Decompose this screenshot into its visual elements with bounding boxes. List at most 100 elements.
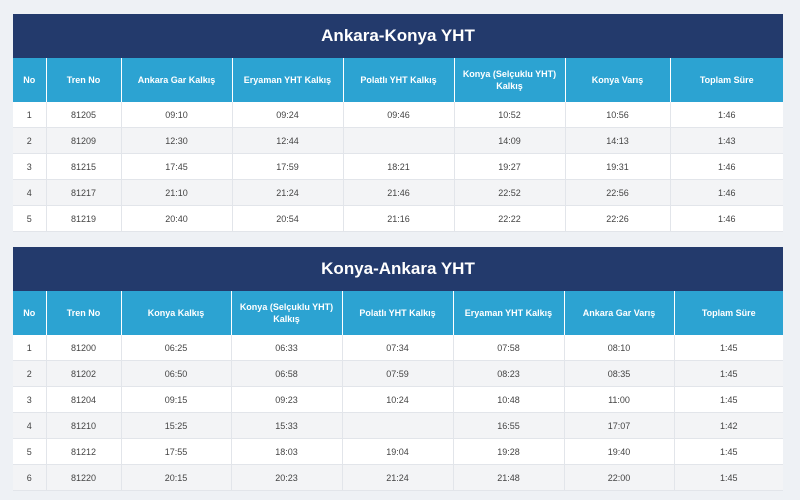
table-cell: 09:15 <box>121 386 232 413</box>
table-cell: 20:23 <box>231 464 343 491</box>
table-cell: 81204 <box>46 386 122 413</box>
table-cell: 21:24 <box>232 179 344 206</box>
table-cell: 5 <box>13 205 47 232</box>
table-cell: 1:45 <box>674 438 783 465</box>
table-cell: 20:54 <box>232 205 344 232</box>
table-cell: 17:45 <box>121 153 233 180</box>
header-row: No Tren No Ankara Gar Kalkış Eryaman YHT… <box>13 58 783 102</box>
table-cell: 19:04 <box>342 438 454 465</box>
table-cell: 3 <box>13 386 47 413</box>
table-cell: 21:48 <box>453 464 565 491</box>
section-title: Konya-Ankara YHT <box>13 247 783 291</box>
table-cell: 3 <box>13 153 47 180</box>
table-row: 5 81212 17:55 18:03 19:04 19:28 19:40 1:45 <box>13 438 783 465</box>
table-cell: 1 <box>13 335 47 361</box>
table-cell: 81209 <box>46 127 122 154</box>
table-cell: 19:28 <box>453 438 565 465</box>
table-cell: 17:55 <box>121 438 232 465</box>
table-cell: 81200 <box>46 335 122 361</box>
table-cell: 10:48 <box>453 386 565 413</box>
table-cell: 17:07 <box>564 412 675 439</box>
header-row: No Tren No Konya Kalkış Konya (Selçuklu … <box>13 291 783 335</box>
schedule-ankara-konya: Ankara-Konya YHT No Tren No Ankara Gar K… <box>13 14 783 232</box>
table-row: 6 81220 20:15 20:23 21:24 21:48 22:00 1:45 <box>13 464 783 491</box>
table-cell: 1:46 <box>670 153 783 180</box>
table-cell: 20:15 <box>121 464 232 491</box>
table-cell: 14:09 <box>454 127 566 154</box>
table-cell: 21:24 <box>342 464 454 491</box>
table-cell: 15:25 <box>121 412 232 439</box>
table-row: 1 81200 06:25 06:33 07:34 07:58 08:10 1:45 <box>13 335 783 361</box>
col-header-polatli-departure: Polatlı YHT Kalkış <box>343 58 455 102</box>
table-cell: 1:46 <box>670 205 783 232</box>
table-cell: 1:45 <box>674 335 783 361</box>
col-header-train-no: Tren No <box>46 58 122 102</box>
table-cell: 4 <box>13 412 47 439</box>
table-cell: 08:10 <box>564 335 675 361</box>
table-cell: 18:03 <box>231 438 343 465</box>
table-cell: 4 <box>13 179 47 206</box>
table-cell: 1:43 <box>670 127 783 154</box>
col-header-no: No <box>13 291 47 335</box>
col-header-konya-selcuklu-departure: Konya (Selçuklu YHT) Kalkış <box>231 291 343 335</box>
table-row: 4 81210 15:25 15:33 16:55 17:07 1:42 <box>13 412 783 439</box>
table-cell: 22:56 <box>565 179 671 206</box>
table-cell: 06:33 <box>231 335 343 361</box>
table-cell: 10:56 <box>565 102 671 128</box>
table-cell: 21:46 <box>343 179 455 206</box>
table-cell: 1:45 <box>674 360 783 387</box>
table-cell: 09:46 <box>343 102 455 128</box>
table-cell: 1:46 <box>670 179 783 206</box>
table-cell: 6 <box>13 464 47 491</box>
table-cell: 15:33 <box>231 412 343 439</box>
table-cell: 14:13 <box>565 127 671 154</box>
table-cell: 08:35 <box>564 360 675 387</box>
col-header-konya-arrival: Konya Varış <box>565 58 671 102</box>
table-cell: 19:31 <box>565 153 671 180</box>
table-cell: 19:27 <box>454 153 566 180</box>
schedule-table: No Tren No Ankara Gar Kalkış Eryaman YHT… <box>13 58 783 232</box>
table-cell: 81202 <box>46 360 122 387</box>
table-cell <box>343 127 455 154</box>
col-header-eryaman-departure: Eryaman YHT Kalkış <box>232 58 344 102</box>
table-row: 3 81215 17:45 17:59 18:21 19:27 19:31 1:46 <box>13 153 783 180</box>
table-cell: 81215 <box>46 153 122 180</box>
table-cell: 16:55 <box>453 412 565 439</box>
table-cell: 1 <box>13 102 47 128</box>
table-cell: 81220 <box>46 464 122 491</box>
table-cell: 07:59 <box>342 360 454 387</box>
table-cell: 12:30 <box>121 127 233 154</box>
table-row: 4 81217 21:10 21:24 21:46 22:52 22:56 1:46 <box>13 179 783 206</box>
table-cell: 06:50 <box>121 360 232 387</box>
col-header-eryaman-departure: Eryaman YHT Kalkış <box>453 291 565 335</box>
table-cell: 10:24 <box>342 386 454 413</box>
table-cell: 20:40 <box>121 205 233 232</box>
table-row: 3 81204 09:15 09:23 10:24 10:48 11:00 1:45 <box>13 386 783 413</box>
table-cell: 2 <box>13 127 47 154</box>
schedule-table: No Tren No Konya Kalkış Konya (Selçuklu … <box>13 291 783 491</box>
table-cell: 21:10 <box>121 179 233 206</box>
table-cell: 07:34 <box>342 335 454 361</box>
table-cell: 08:23 <box>453 360 565 387</box>
col-header-konya-departure: Konya Kalkış <box>121 291 232 335</box>
col-header-no: No <box>13 58 47 102</box>
table-cell: 1:45 <box>674 386 783 413</box>
col-header-total-duration: Toplam Süre <box>674 291 783 335</box>
table-cell: 12:44 <box>232 127 344 154</box>
col-header-train-no: Tren No <box>46 291 122 335</box>
table-body: 1 81200 06:25 06:33 07:34 07:58 08:10 1:45 2 8120… <box>13 335 783 491</box>
table-cell: 81212 <box>46 438 122 465</box>
table-row: 2 81209 12:30 12:44 14:09 14:13 1:43 <box>13 127 783 154</box>
table-cell: 2 <box>13 360 47 387</box>
col-header-total-duration: Toplam Süre <box>670 58 783 102</box>
table-row: 5 81219 20:40 20:54 21:16 22:22 22:26 1:46 <box>13 205 783 232</box>
table-cell: 07:58 <box>453 335 565 361</box>
table-cell: 21:16 <box>343 205 455 232</box>
table-cell: 1:42 <box>674 412 783 439</box>
table-cell: 18:21 <box>343 153 455 180</box>
table-cell: 81217 <box>46 179 122 206</box>
table-cell: 5 <box>13 438 47 465</box>
table-cell: 11:00 <box>564 386 675 413</box>
section-title: Ankara-Konya YHT <box>13 14 783 58</box>
table-row: 1 81205 09:10 09:24 09:46 10:52 10:56 1:46 <box>13 102 783 128</box>
